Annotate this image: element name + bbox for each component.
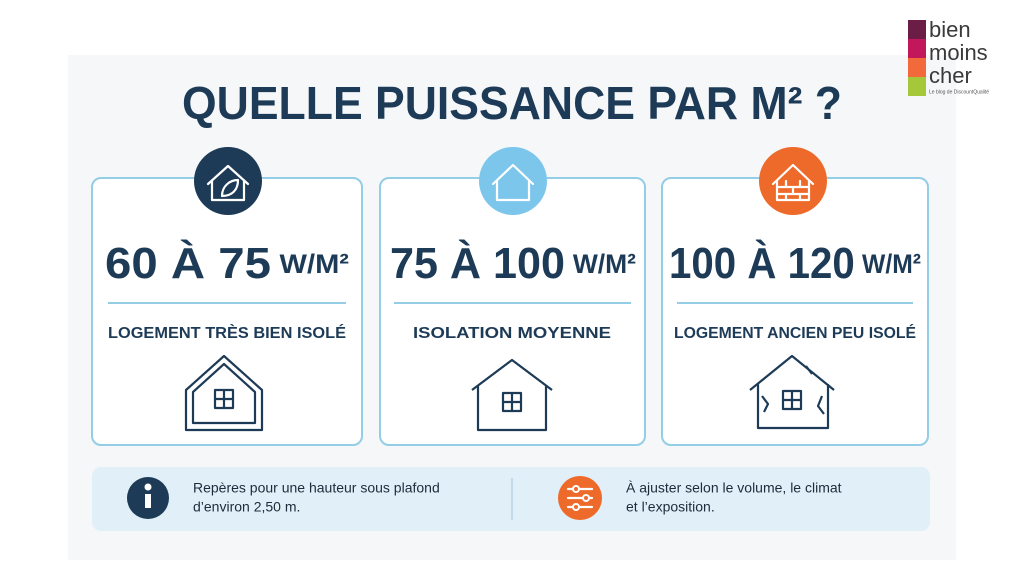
card-label: LOGEMENT ANCIEN PEU ISOLÉ <box>674 323 916 342</box>
card <box>91 177 363 446</box>
logo-text: cher <box>929 63 972 88</box>
logo: bien moins cher Le blog de DiscountQuali… <box>908 17 989 96</box>
old-house <box>749 354 835 430</box>
range-value: 100 À 120 <box>669 238 855 288</box>
info-glyph <box>144 483 152 491</box>
logo-text: moins <box>929 40 988 65</box>
average-house <box>471 358 553 432</box>
title: QUELLE PUISSANCE PAR M² ? <box>182 77 842 129</box>
settings-glyph <box>572 503 580 511</box>
insulated-house <box>184 354 264 432</box>
range-value: 75 À 100 <box>390 238 565 288</box>
footer-note: À ajuster selon le volume, le climat <box>626 480 842 496</box>
logo-text: bien <box>929 17 971 42</box>
power-range: 75 À 100 W/M² <box>390 238 636 288</box>
range-unit: W/M² <box>862 249 921 279</box>
range-unit: W/M² <box>573 249 636 279</box>
brick-house-icon <box>771 163 815 202</box>
power-range: 100 À 120W/M² <box>669 238 921 288</box>
icon-circle <box>479 147 547 215</box>
icon-circle <box>759 147 827 215</box>
logo-bar <box>908 58 926 77</box>
settings-glyph <box>582 494 590 502</box>
footer-note: d’environ 2,50 m. <box>193 499 300 515</box>
info-glyph <box>145 494 151 508</box>
footer-note: Repères pour une hauteur sous plafond <box>193 480 440 496</box>
logo-bar <box>908 77 926 96</box>
logo-tagline: Le blog de DiscountQualité <box>929 89 989 95</box>
icon-circle <box>194 147 262 215</box>
power-range: 60 À 75 W/M² <box>105 238 349 288</box>
footer-bar <box>92 467 930 531</box>
logo-bar <box>908 20 926 39</box>
house-icon <box>491 163 535 202</box>
eco-house-icon <box>206 164 250 202</box>
footer-note: et l’exposition. <box>626 499 715 515</box>
card-label: LOGEMENT TRÈS BIEN ISOLÉ <box>108 323 346 342</box>
logo-bar <box>908 39 926 58</box>
range-unit: W/M² <box>280 249 349 279</box>
settings-glyph <box>572 485 580 493</box>
range-value: 60 À 75 <box>105 238 271 288</box>
card <box>661 177 929 446</box>
card-label: ISOLATION MOYENNE <box>413 325 611 342</box>
